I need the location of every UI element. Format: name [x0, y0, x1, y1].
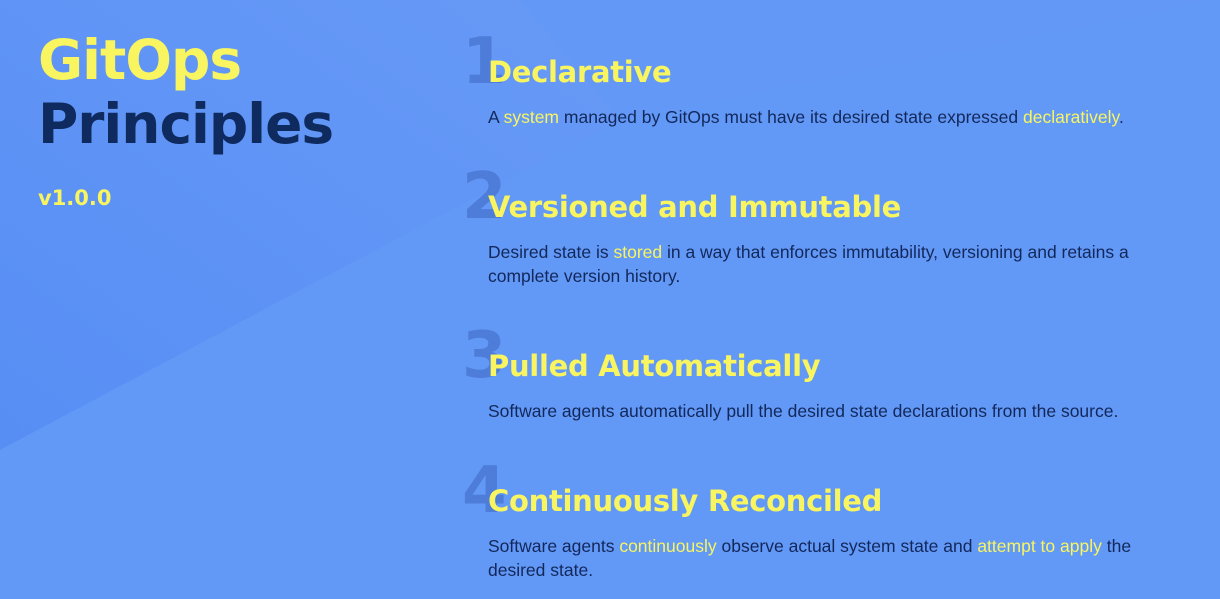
link-continuously[interactable]: continuously — [619, 536, 717, 556]
link-system[interactable]: system — [503, 107, 560, 127]
principle-number: 4 — [462, 454, 507, 528]
version-label: v1.0.0 — [38, 186, 112, 210]
principle-number: 3 — [462, 319, 507, 393]
desc-text: A — [488, 107, 504, 127]
principle-title: Continuously Reconciled — [488, 484, 883, 518]
principle-title: Pulled Automatically — [488, 349, 821, 383]
principle-title: Declarative — [488, 55, 672, 89]
desc-text: observe actual system state and — [716, 536, 978, 556]
desc-text: in a way that enforces immutability, ver… — [488, 242, 1129, 286]
hero-title-block: GitOps Principles v1.0.0 — [38, 28, 334, 210]
principle-description: A system managed by GitOps must have its… — [488, 105, 1178, 129]
link-declaratively[interactable]: declaratively — [1023, 107, 1119, 127]
title-principles: Principles — [38, 92, 334, 156]
desc-text: the desired state. — [488, 536, 1132, 580]
title-gitops: GitOps — [38, 28, 242, 92]
principle-number: 2 — [462, 160, 507, 234]
desc-text: Software agents automatically pull the d… — [488, 401, 1119, 421]
desc-text: Desired state is — [488, 242, 614, 262]
principle-description: Software agents continuously observe act… — [488, 534, 1178, 582]
desc-text: . — [1118, 107, 1124, 127]
principle-description: Desired state is stored in a way that en… — [488, 240, 1178, 288]
principle-description: Software agents automatically pull the d… — [488, 399, 1178, 423]
link-attempt-to-apply[interactable]: attempt to apply — [977, 536, 1102, 556]
link-stored[interactable]: stored — [613, 242, 663, 262]
principle-number: 1 — [462, 25, 507, 99]
desc-text: Software agents — [488, 536, 620, 556]
principle-title: Versioned and Immutable — [488, 190, 901, 224]
desc-text: managed by GitOps must have its desired … — [559, 107, 1023, 127]
